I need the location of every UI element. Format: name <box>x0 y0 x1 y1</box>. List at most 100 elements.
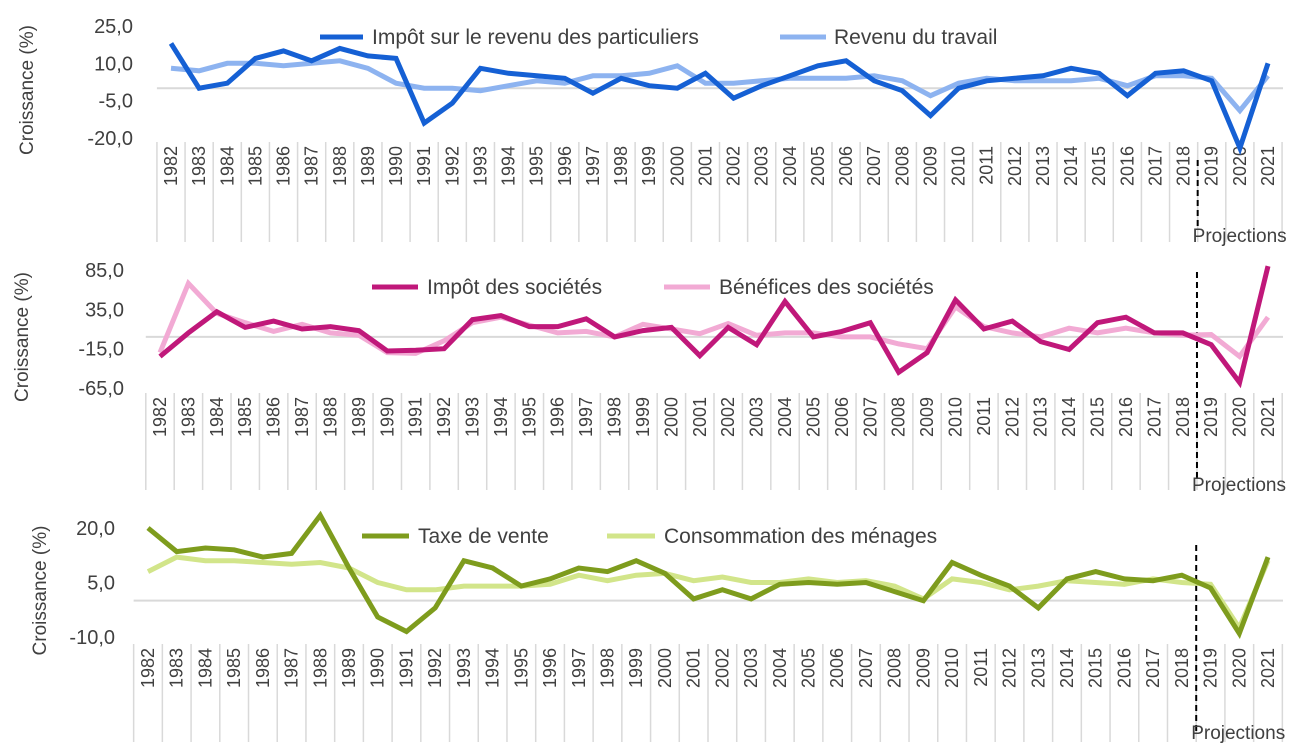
x-tick-label: 1995 <box>519 397 539 437</box>
x-tick-label: 1985 <box>245 146 265 186</box>
x-tick-label: 1994 <box>499 146 519 186</box>
x-tick-label: 2018 <box>1174 146 1194 186</box>
x-tick-label: 2016 <box>1117 146 1137 186</box>
x-tick-label: 1989 <box>349 397 369 437</box>
x-tick-label: 2019 <box>1201 648 1221 688</box>
x-tick-label: 1991 <box>406 397 426 437</box>
x-tick-label: 2004 <box>780 146 800 186</box>
legend-label: Impôt des sociétés <box>427 276 602 299</box>
x-tick-label: 2021 <box>1258 146 1278 186</box>
y-tick-label: -10,0 <box>69 627 115 649</box>
chart-panel-3: Croissance (%) 20,0 5,0 -10,0 1982 1983 1984 19… <box>30 510 1285 744</box>
y-axis-title: Croissance (%) <box>12 272 33 402</box>
x-tick-label: 1999 <box>639 146 659 186</box>
series-line-1 <box>158 265 1271 389</box>
x-tick-label: 1996 <box>548 397 568 437</box>
x-tick-label: 1984 <box>207 397 227 437</box>
x-tick-label: 2005 <box>803 397 823 437</box>
x-tick-label: 2002 <box>724 146 744 186</box>
x-tick-label: 2000 <box>661 397 681 437</box>
x-tick-label: 1986 <box>264 397 284 437</box>
x-tick-label: 2016 <box>1114 648 1134 688</box>
x-tick-label: 2018 <box>1172 648 1192 688</box>
x-tick-label: 1982 <box>150 397 170 437</box>
x-tick-label: 2004 <box>775 397 795 437</box>
x-tick-label: 1991 <box>396 648 416 688</box>
x-tick-label: 2014 <box>1057 648 1077 688</box>
y-tick-label: -65,0 <box>78 378 124 400</box>
x-tick-label: 1989 <box>339 648 359 688</box>
chart-panel-2: Croissance (%) 85,0 35,0 -15,0 -65,0 1982 1983… <box>12 260 1286 496</box>
x-tick-label: 1999 <box>626 648 646 688</box>
series-line-2 <box>157 278 1271 361</box>
x-tick-label: 2010 <box>945 397 965 437</box>
y-tick-label: 25,0 <box>94 16 133 38</box>
x-tick-label: 1997 <box>569 648 589 688</box>
x-tick-label: 2013 <box>1031 397 1051 437</box>
x-tick-label: 1994 <box>491 397 511 437</box>
x-tick-label: 2001 <box>695 146 715 186</box>
x-tick-label: 2007 <box>864 146 884 186</box>
x-tick-label: 1983 <box>189 146 209 186</box>
x-tick-label: 2008 <box>889 397 909 437</box>
x-tick-label: 1998 <box>597 648 617 688</box>
x-tick-label: 2003 <box>741 648 761 688</box>
x-tick-label: 2011 <box>971 648 991 687</box>
x-tick-label: 2015 <box>1086 648 1106 688</box>
legend-label: Revenu du travail <box>834 26 997 49</box>
x-tick-label: 1983 <box>167 648 187 688</box>
x-tick-label: 1983 <box>178 397 198 437</box>
x-tick-label: 1986 <box>274 146 294 186</box>
x-tick-label: 1985 <box>224 648 244 688</box>
x-tick-label: 1993 <box>470 146 490 186</box>
x-tick-label: 2008 <box>885 648 905 688</box>
x-tick-label: 1996 <box>540 648 560 688</box>
x-tick-label: 2018 <box>1173 397 1193 437</box>
x-tick-label: 1986 <box>253 648 273 688</box>
legend-label: Consommation des ménages <box>664 525 937 548</box>
x-tick-label: 2005 <box>799 648 819 688</box>
x-tick-label: 1988 <box>310 648 330 688</box>
x-tick-label: 2017 <box>1145 146 1165 186</box>
x-tick-label: 2014 <box>1061 146 1081 186</box>
series-line-2 <box>146 554 1271 634</box>
x-tick-label: 1999 <box>633 397 653 437</box>
x-tick-label: 2013 <box>1033 146 1053 186</box>
y-axis-title: Croissance (%) <box>30 526 51 656</box>
projection-label: Projections <box>1193 226 1287 247</box>
x-tick-label: 2007 <box>856 648 876 688</box>
x-tick-label: 2011 <box>974 397 994 436</box>
x-tick-label: 2008 <box>892 146 912 186</box>
y-tick-label: 20,0 <box>76 518 115 540</box>
y-axis-title: Croissance (%) <box>17 25 38 155</box>
x-tick-label: 1988 <box>330 146 350 186</box>
x-tick-label: 2006 <box>827 648 847 688</box>
y-tick-label: 5,0 <box>87 573 115 595</box>
x-tick-label: 1984 <box>217 146 237 186</box>
x-tick-label: 1994 <box>483 648 503 688</box>
x-tick-label: 2020 <box>1230 397 1250 437</box>
x-tick-label: 2019 <box>1202 146 1222 186</box>
x-tick-label: 1995 <box>511 648 531 688</box>
x-tick-label: 2009 <box>917 397 937 437</box>
x-tick-label: 2001 <box>684 648 704 688</box>
x-tick-label: 2010 <box>942 648 962 688</box>
x-tick-label: 1993 <box>463 397 483 437</box>
y-tick-label: 10,0 <box>94 53 133 75</box>
x-tick-label: 2006 <box>836 146 856 186</box>
x-tick-label: 1992 <box>434 397 454 437</box>
x-tick-label: 2017 <box>1143 648 1163 688</box>
x-tick-label: 1995 <box>527 146 547 186</box>
x-tick-label: 2005 <box>808 146 828 186</box>
y-tick-label: 85,0 <box>85 260 124 282</box>
x-tick-label: 2020 <box>1229 648 1249 688</box>
x-tick-label: 1982 <box>161 146 181 186</box>
x-tick-label: 2006 <box>832 397 852 437</box>
x-tick-label: 1987 <box>282 648 302 688</box>
x-tick-label: 1985 <box>235 397 255 437</box>
x-tick-label: 1990 <box>386 146 406 186</box>
x-tick-label: 2021 <box>1258 648 1278 688</box>
x-tick-label: 2021 <box>1258 397 1278 437</box>
x-tick-label: 2013 <box>1028 648 1048 688</box>
